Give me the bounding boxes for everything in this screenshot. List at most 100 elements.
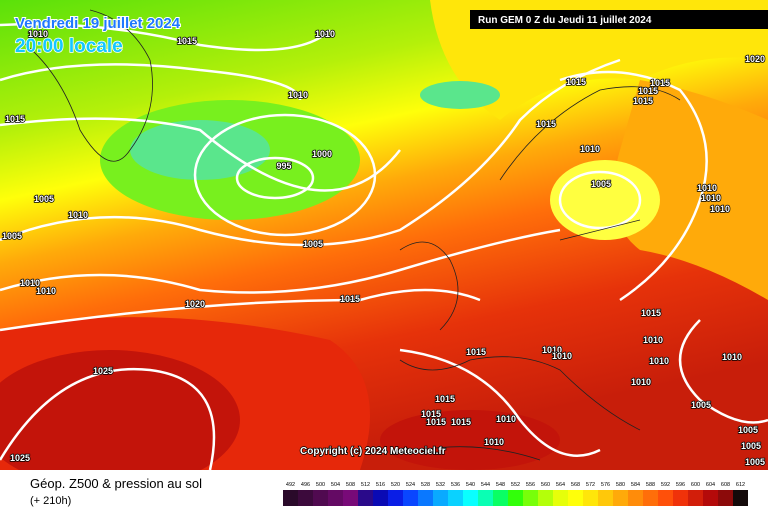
- scale-swatch: [553, 490, 568, 506]
- isobar-label: 1010: [484, 437, 504, 447]
- isobar-label: 1005: [738, 425, 758, 435]
- scale-label: 564: [556, 482, 565, 488]
- field: [550, 160, 660, 240]
- isobar-label: 1020: [185, 299, 205, 309]
- field: [420, 81, 500, 109]
- scale-swatch: [328, 490, 343, 506]
- scale-swatch: [388, 490, 403, 506]
- copyright: Copyright (c) 2024 Meteociel.fr: [300, 446, 446, 457]
- isobar-label: 1015: [177, 36, 197, 46]
- scale-swatch: [358, 490, 373, 506]
- scale-swatch: [313, 490, 328, 506]
- scale-label: 524: [406, 482, 415, 488]
- isobar-label: 1010: [28, 29, 48, 39]
- scale-label: 516: [376, 482, 385, 488]
- scale-swatch: [523, 490, 538, 506]
- isobar-label: 1015: [633, 96, 653, 106]
- scale-label: 568: [571, 482, 580, 488]
- scale-label: 520: [391, 482, 400, 488]
- isobar-label: 1010: [580, 144, 600, 154]
- field: [130, 120, 270, 180]
- scale-swatch: [343, 490, 358, 506]
- isobar-label: 1005: [741, 441, 761, 451]
- scale-swatch: [508, 490, 523, 506]
- scale-swatch: [463, 490, 478, 506]
- isobar-label: 1015: [641, 308, 661, 318]
- scale-label: 612: [736, 482, 745, 488]
- scale-swatch: [418, 490, 433, 506]
- isobar-label: 1005: [591, 179, 611, 189]
- scale-label: 512: [361, 482, 370, 488]
- field: [430, 0, 768, 120]
- isobar-label: 1025: [93, 366, 113, 376]
- scale-label: 604: [706, 482, 715, 488]
- isobar-label: 1015: [435, 394, 455, 404]
- isobar-label: 1010: [649, 356, 669, 366]
- scale-label: 532: [436, 482, 445, 488]
- field: [613, 80, 768, 300]
- scale-swatch: [283, 490, 298, 506]
- scale-swatch: [673, 490, 688, 506]
- isobar-label: 1015: [451, 417, 471, 427]
- run-bar: [470, 10, 768, 29]
- scale-label: 504: [331, 482, 340, 488]
- scale-label: 536: [451, 482, 460, 488]
- scale-label: 580: [616, 482, 625, 488]
- scale-label: 492: [286, 482, 295, 488]
- isobar-label: 1010: [288, 90, 308, 100]
- scale-swatch: [643, 490, 658, 506]
- scale-label: 576: [601, 482, 610, 488]
- scale-label: 496: [301, 482, 310, 488]
- scale-swatch: [628, 490, 643, 506]
- scale-label: 552: [511, 482, 520, 488]
- isobar-label: 1005: [303, 239, 323, 249]
- scale-swatch: [583, 490, 598, 506]
- isobar-label: 1015: [650, 78, 670, 88]
- isobar-label: 1010: [68, 210, 88, 220]
- scale-swatch: [433, 490, 448, 506]
- field: [0, 350, 240, 490]
- isobar-label: 1010: [552, 351, 572, 361]
- isobar-label: 1000: [312, 149, 332, 159]
- isobar-label: 1025: [10, 453, 30, 463]
- scale-swatch: [688, 490, 703, 506]
- scale-swatch: [733, 490, 748, 506]
- isobar-label: 1010: [20, 278, 40, 288]
- isobar-label: 1010: [542, 345, 562, 355]
- scale-label: 600: [691, 482, 700, 488]
- field: [380, 410, 560, 470]
- isobars: [0, 22, 768, 471]
- scale-swatch: [298, 490, 313, 506]
- scale-swatch: [703, 490, 718, 506]
- scale-label: 548: [496, 482, 505, 488]
- isobar-label: 1015: [426, 417, 446, 427]
- isobar-label: 1005: [34, 194, 54, 204]
- scale-swatch: [538, 490, 553, 506]
- scale-label: 572: [586, 482, 595, 488]
- scale-label: 592: [661, 482, 670, 488]
- scale-swatch: [403, 490, 418, 506]
- isobar-label: 1010: [643, 335, 663, 345]
- isobar-label: 1005: [2, 231, 22, 241]
- isobar-label: 1020: [745, 54, 765, 64]
- lead-time: (+ 210h): [30, 495, 71, 507]
- isobar-label: 1010: [710, 204, 730, 214]
- scale-label: 608: [721, 482, 730, 488]
- scale-label: 544: [481, 482, 490, 488]
- scale-label: 584: [631, 482, 640, 488]
- isobar-label: 1010: [722, 352, 742, 362]
- scale-label: 588: [646, 482, 655, 488]
- isobar-label: 1010: [36, 286, 56, 296]
- isobar-label: 1015: [466, 347, 486, 357]
- isobar-label: 1015: [340, 294, 360, 304]
- scale-label: 528: [421, 482, 430, 488]
- isobar-label: 995: [276, 161, 291, 171]
- scale-swatch: [493, 490, 508, 506]
- isobar-label: 1010: [496, 414, 516, 424]
- isobar-label: 1015: [421, 409, 441, 419]
- isobar-label: 1015: [566, 77, 586, 87]
- scale-swatch: [448, 490, 463, 506]
- scale-label: 596: [676, 482, 685, 488]
- isobar-label: 1010: [701, 193, 721, 203]
